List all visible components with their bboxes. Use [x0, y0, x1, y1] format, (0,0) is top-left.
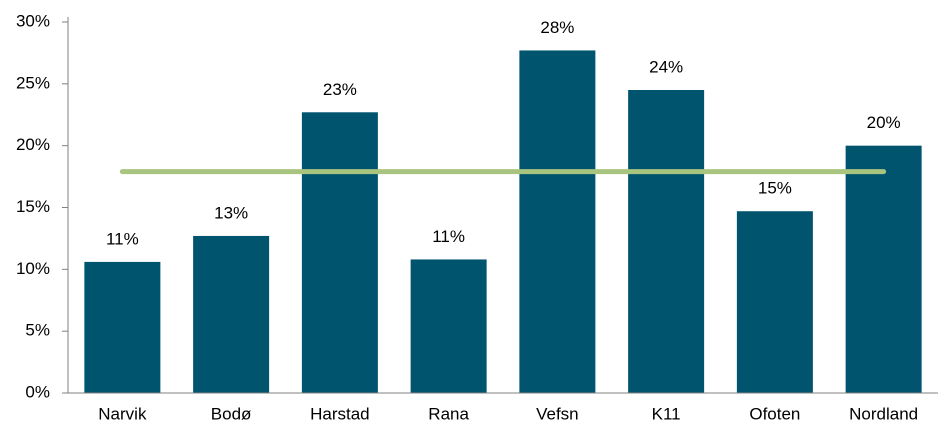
- x-tick-label: Harstad: [310, 404, 370, 423]
- value-label: 24%: [649, 58, 683, 77]
- value-label: 11%: [106, 229, 139, 248]
- bar: [84, 261, 161, 393]
- bar: [301, 112, 378, 393]
- value-label: 11%: [432, 227, 465, 246]
- bar: [193, 235, 270, 393]
- y-tick-label: 30%: [16, 11, 50, 30]
- x-tick-label: Rana: [428, 404, 469, 423]
- x-tick-label: Narvik: [98, 404, 147, 423]
- value-label: 28%: [540, 18, 574, 37]
- x-tick-label: K11: [652, 404, 681, 423]
- x-tick-label: Ofoten: [749, 404, 800, 423]
- bar: [845, 145, 922, 393]
- y-tick-label: 5%: [25, 321, 50, 340]
- y-tick-label: 20%: [16, 135, 50, 154]
- x-tick-label: Vefsn: [536, 404, 579, 423]
- x-tick-label: Bodø: [211, 404, 252, 423]
- bar: [736, 211, 813, 393]
- y-tick-label: 15%: [16, 197, 50, 216]
- x-tick-label: Nordland: [849, 404, 918, 423]
- y-tick-label: 10%: [16, 259, 50, 278]
- value-label: 20%: [867, 113, 901, 132]
- value-label: 15%: [758, 179, 792, 198]
- bar: [628, 90, 705, 394]
- bar: [519, 50, 596, 394]
- bar: [410, 259, 487, 393]
- y-tick-label: 0%: [25, 382, 50, 401]
- value-label: 23%: [323, 80, 357, 99]
- y-tick-label: 25%: [16, 73, 50, 92]
- value-label: 13%: [214, 203, 248, 222]
